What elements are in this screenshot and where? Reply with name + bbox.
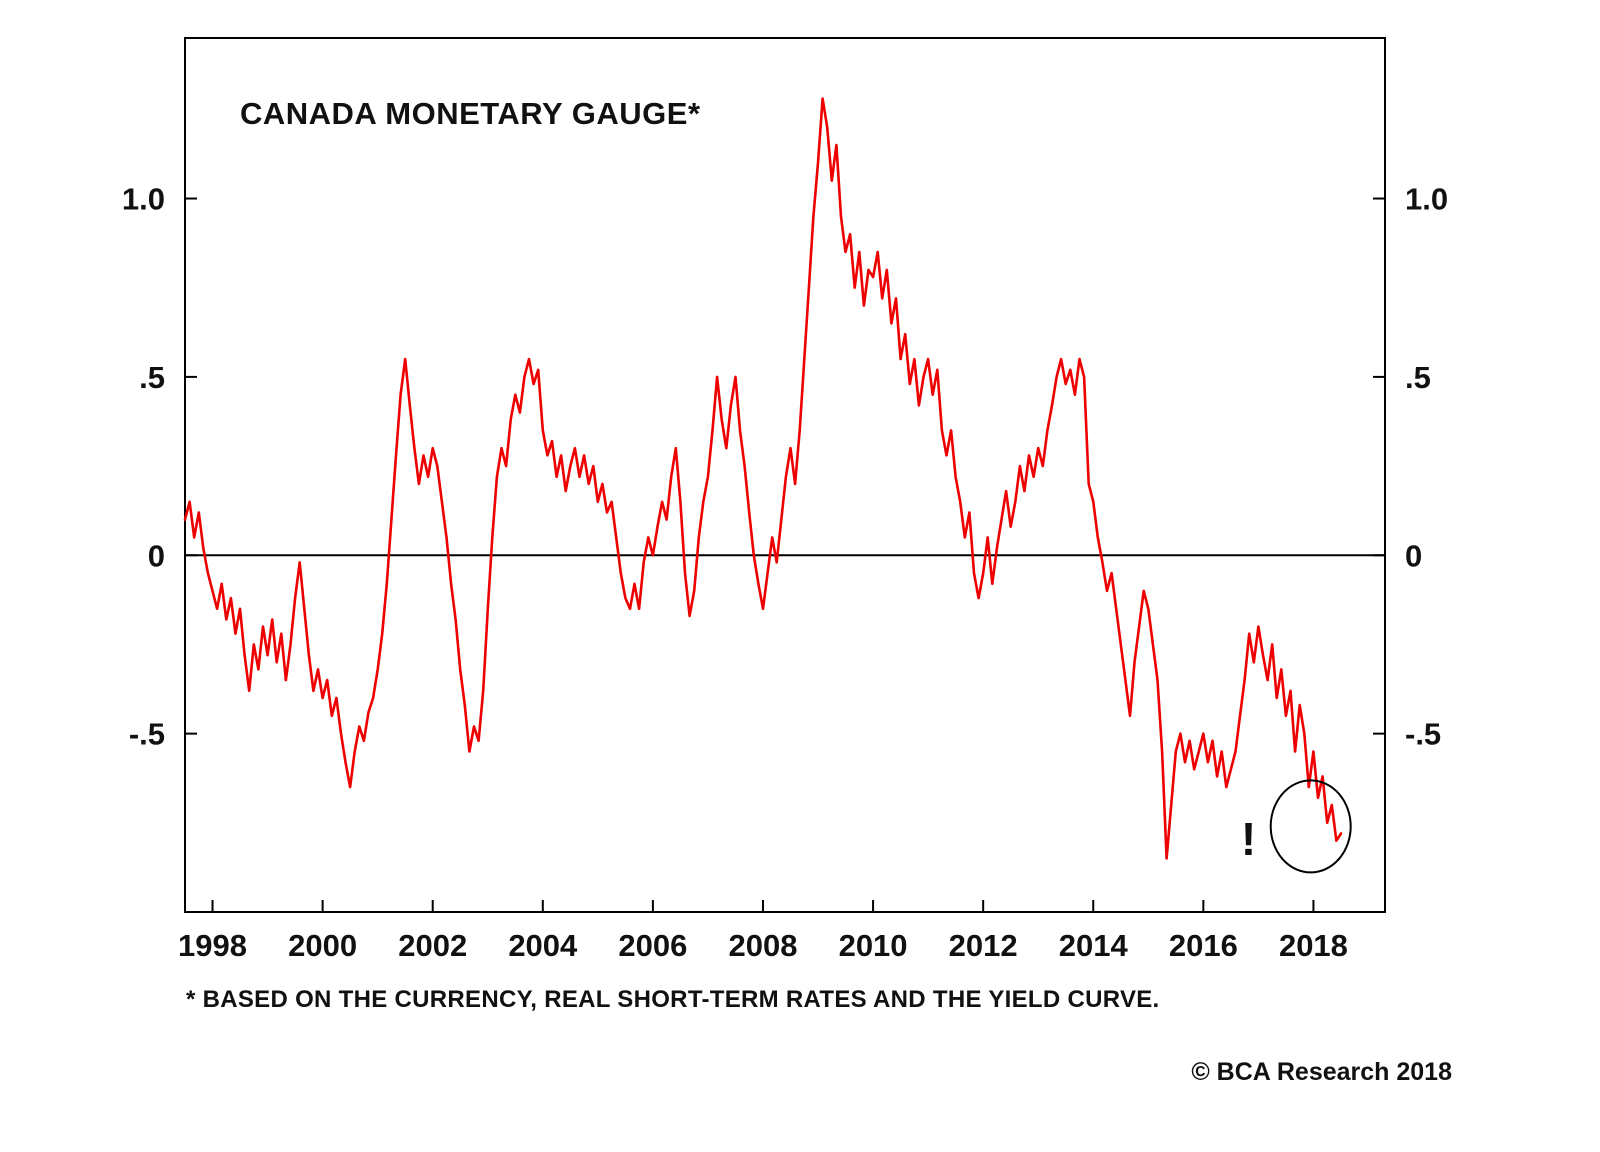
x-axis-label: 1998 [178, 928, 247, 963]
x-axis-label: 2012 [949, 928, 1018, 963]
highlight-circle [1269, 779, 1352, 874]
y-axis-label-left: 1.0 [122, 182, 165, 217]
x-axis-label: 2002 [398, 928, 467, 963]
x-axis-label: 2016 [1169, 928, 1238, 963]
y-axis-label-left: 0 [148, 538, 165, 573]
y-axis-label-left: .5 [139, 360, 165, 395]
x-axis-label: 2010 [839, 928, 908, 963]
y-axis-label-right: -.5 [1405, 717, 1441, 752]
x-axis-label: 2008 [728, 928, 797, 963]
exclamation-annotation: ! [1241, 813, 1256, 865]
chart-footnote: * BASED ON THE CURRENCY, REAL SHORT-TERM… [186, 986, 1160, 1013]
x-axis-label: 2004 [508, 928, 578, 963]
x-axis-label: 2006 [618, 928, 687, 963]
y-axis-label-right: .5 [1405, 360, 1431, 395]
y-axis-label-left: -.5 [129, 717, 165, 752]
y-axis-label-right: 0 [1405, 538, 1422, 573]
x-axis-label: 2014 [1059, 928, 1129, 963]
series-line [183, 97, 1343, 860]
copyright-notice: © BCA Research 2018 [1191, 1058, 1452, 1086]
plot-frame [184, 37, 1386, 913]
x-axis-label: 2000 [288, 928, 357, 963]
y-axis-label-right: 1.0 [1405, 182, 1448, 217]
chart-title: CANADA MONETARY GAUGE* [240, 96, 701, 131]
x-axis-label: 2018 [1279, 928, 1348, 963]
